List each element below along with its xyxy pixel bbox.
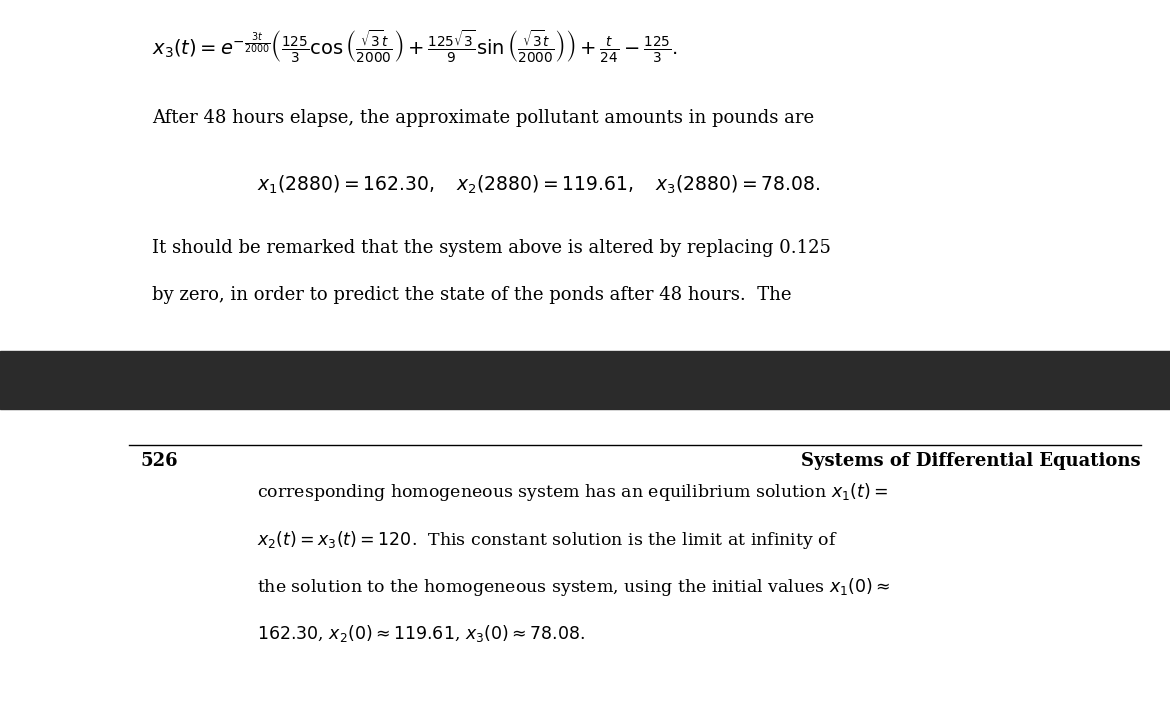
Text: Systems of Differential Equations: Systems of Differential Equations — [801, 452, 1141, 471]
Text: $x_3(t) = e^{-\frac{3t}{2000}}\left(\frac{125}{3}\cos\left(\frac{\sqrt{3}t}{2000: $x_3(t) = e^{-\frac{3t}{2000}}\left(\fra… — [152, 29, 679, 65]
Text: $x_2(t) = x_3(t) = 120$.  This constant solution is the limit at infinity of: $x_2(t) = x_3(t) = 120$. This constant s… — [257, 529, 838, 550]
Text: $162.30$, $x_2(0) \approx 119.61$, $x_3(0) \approx 78.08$.: $162.30$, $x_2(0) \approx 119.61$, $x_3(… — [257, 623, 586, 644]
Text: by zero, in order to predict the state of the ponds after 48 hours.  The: by zero, in order to predict the state o… — [152, 286, 792, 304]
Text: It should be remarked that the system above is altered by replacing 0.125: It should be remarked that the system ab… — [152, 239, 831, 257]
Text: 526: 526 — [140, 452, 178, 471]
Text: After 48 hours elapse, the approximate pollutant amounts in pounds are: After 48 hours elapse, the approximate p… — [152, 109, 814, 127]
Text: corresponding homogeneous system has an equilibrium solution $x_1(t) =$: corresponding homogeneous system has an … — [257, 481, 888, 503]
Text: the solution to the homogeneous system, using the initial values $x_1(0) \approx: the solution to the homogeneous system, … — [257, 576, 890, 597]
Text: $x_1(2880) = 162.30, \quad x_2(2880) = 119.61, \quad x_3(2880) = 78.08.$: $x_1(2880) = 162.30, \quad x_2(2880) = 1… — [257, 174, 820, 196]
